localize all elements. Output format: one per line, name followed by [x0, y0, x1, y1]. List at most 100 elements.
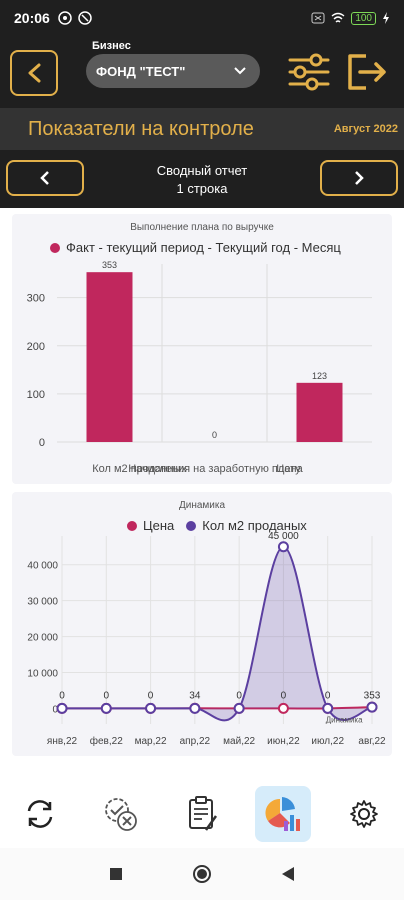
- data-value-label: 0: [325, 690, 331, 701]
- data-value-label: 0: [104, 690, 110, 701]
- bar-value-label: 353: [102, 260, 117, 270]
- logout-icon[interactable]: [346, 52, 388, 92]
- x-tick-label: авг,22: [358, 736, 386, 747]
- page-title: Показатели на контроле: [28, 117, 254, 140]
- business-select-value: ФОНД "ТЕСТ": [96, 63, 186, 79]
- tab-settings[interactable]: [336, 786, 392, 842]
- legend-label: Кол м2 проданых: [202, 518, 307, 533]
- chart-legend: Цена Кол м2 проданых: [127, 518, 307, 533]
- data-value-label: 0: [148, 690, 154, 701]
- back-nav-icon[interactable]: [281, 866, 295, 882]
- y-tick-label: 300: [27, 293, 45, 305]
- revenue-plan-chart: Выполнение плана по выручке Факт - текущ…: [12, 214, 392, 484]
- x-tick-label: мар,22: [135, 736, 167, 747]
- y-tick-label: 40 000: [27, 561, 58, 572]
- battery-icon: 100: [351, 11, 376, 25]
- data-point: [277, 541, 289, 553]
- dynamics-chart: Динамика Цена Кол м2 проданых 0 10 000 20 …: [12, 492, 392, 756]
- notification-icon: [78, 11, 92, 25]
- data-point: [145, 702, 157, 714]
- chevron-down-icon: [234, 67, 246, 75]
- bar-chart-canvas: 0 100 200 300 353 Кол м2 проданных 0 Начисления…: [27, 260, 372, 475]
- tab-refresh[interactable]: [12, 786, 68, 842]
- chart-title: Выполнение плана по выручке: [130, 222, 274, 233]
- x-tick-label: май,22: [223, 736, 255, 747]
- home-icon[interactable]: [193, 865, 211, 883]
- legend-label: Цена: [143, 518, 175, 533]
- filter-settings-icon[interactable]: [288, 52, 330, 92]
- charging-icon: [383, 12, 389, 24]
- bar: [296, 382, 343, 442]
- chevron-right-icon: [355, 171, 364, 185]
- x-tick-label: июн,22: [267, 736, 300, 747]
- x-tick-label: апр,22: [180, 736, 211, 747]
- peak-value-label: 45 000: [268, 531, 299, 542]
- approve-reject-icon: [105, 798, 138, 831]
- x-tick-label: Кол м2 проданных: [92, 463, 187, 475]
- status-time: 20:06: [14, 10, 50, 26]
- data-point: [100, 702, 112, 714]
- data-point: [56, 702, 68, 714]
- business-label: Бизнес: [92, 40, 131, 52]
- data-point: [189, 702, 201, 714]
- notification-icon: [58, 11, 72, 25]
- y-tick-label: 200: [27, 341, 45, 353]
- x-tick-label: Начисления на заработную плату: [128, 463, 301, 475]
- status-right: 100: [311, 11, 390, 25]
- y-tick-label: 20 000: [27, 633, 58, 644]
- y-tick-label: 0: [52, 704, 58, 715]
- legend-swatch: [186, 520, 197, 531]
- bar-value-label: 123: [312, 371, 327, 381]
- data-value-label: 353: [364, 690, 381, 701]
- data-point: [366, 701, 378, 713]
- business-select[interactable]: ФОНД "ТЕСТ": [86, 54, 260, 88]
- system-navigation: [0, 848, 404, 900]
- x-tick-label: янв,22: [47, 736, 78, 747]
- x-tick-label: июл,22: [311, 736, 344, 747]
- data-value-label: 0: [59, 690, 65, 701]
- bottom-navigation: [0, 780, 404, 848]
- x-tick-label: фев,22: [90, 735, 123, 747]
- tab-approvals[interactable]: [93, 786, 149, 842]
- period-label: Август 2022: [333, 123, 398, 135]
- data-point: [277, 702, 289, 714]
- tab-analytics[interactable]: [254, 786, 311, 842]
- data-point: [322, 702, 334, 714]
- status-bar: 20:06 100: [0, 0, 404, 36]
- report-caption: Сводный отчет 1 строка: [100, 162, 304, 198]
- back-button[interactable]: [10, 50, 58, 96]
- wifi-icon: [331, 12, 345, 23]
- report-name: Сводный отчет: [156, 163, 248, 178]
- next-report-button[interactable]: [320, 160, 398, 196]
- y-tick-label: 100: [27, 389, 45, 401]
- data-value-label: 34: [189, 690, 201, 701]
- tab-reports[interactable]: [174, 786, 230, 842]
- previous-report-button[interactable]: [6, 160, 84, 196]
- chart-title: Динамика: [178, 500, 226, 511]
- status-app-icons: [58, 11, 92, 25]
- legend-swatch: [50, 242, 60, 253]
- chevron-left-icon: [28, 63, 41, 83]
- chart-legend: Факт - текущий период - Текущий год - Ме…: [50, 240, 341, 255]
- gear-icon: [349, 800, 378, 828]
- y-tick-label: 30 000: [27, 597, 58, 608]
- title-bar: Показатели на контроле Август 2022: [0, 108, 404, 150]
- legend-label: Факт - текущий период - Текущий год - Ме…: [66, 240, 341, 255]
- recents-icon[interactable]: [109, 867, 123, 881]
- bar: [86, 272, 133, 442]
- analytics-chart-icon: [265, 797, 300, 831]
- sim-icon: [311, 12, 325, 24]
- refresh-icon: [28, 800, 53, 828]
- legend-swatch: [127, 520, 137, 531]
- report-row: 1 строка: [176, 181, 228, 196]
- y-tick-label: 0: [39, 437, 45, 449]
- clipboard-report-icon: [188, 796, 218, 831]
- series-area: [62, 546, 372, 721]
- bar-value-label: 0: [212, 430, 217, 440]
- report-navigation: Сводный отчет 1 строка: [0, 150, 404, 208]
- inner-chart-label: Динамика: [326, 715, 363, 724]
- chevron-left-icon: [40, 171, 49, 185]
- y-tick-label: 10 000: [27, 668, 58, 679]
- data-value-label: 0: [281, 690, 287, 701]
